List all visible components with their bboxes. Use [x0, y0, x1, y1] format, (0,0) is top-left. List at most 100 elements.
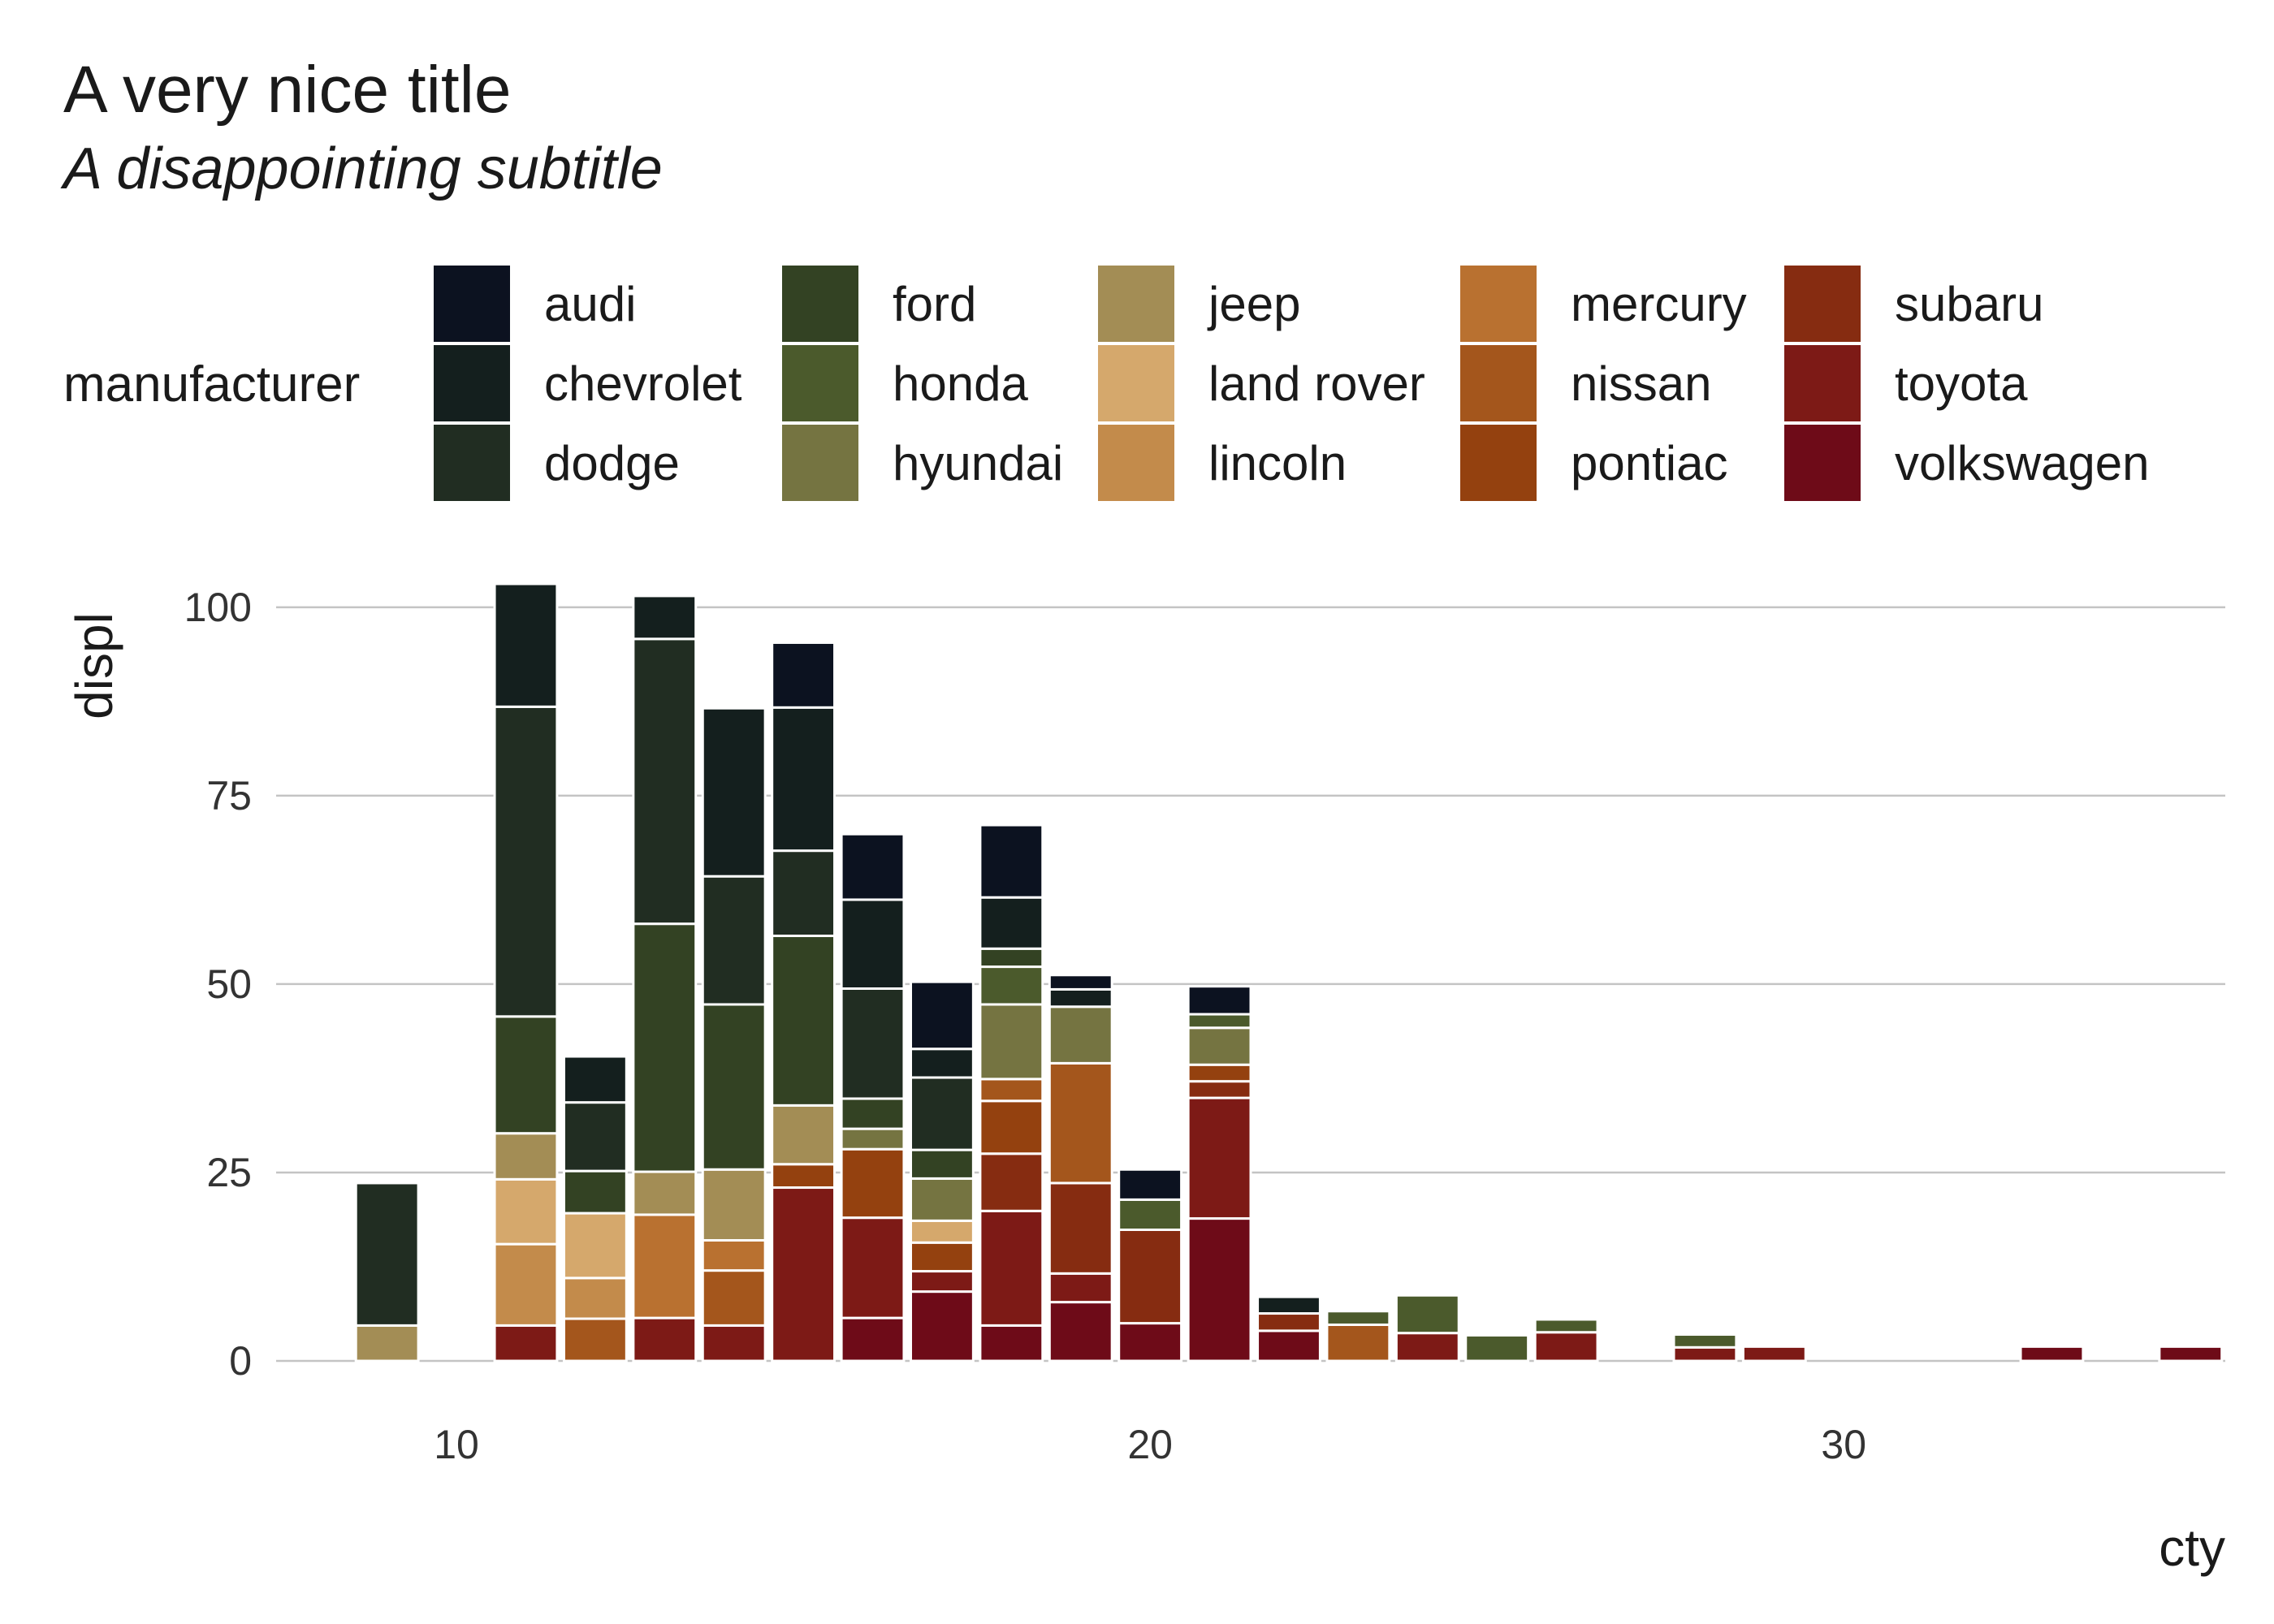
bar-segment-hyundai[interactable] [979, 1003, 1044, 1081]
bar-segment-toyota[interactable] [979, 1209, 1044, 1327]
bar-segment-chevrolet[interactable] [701, 706, 767, 878]
bar-segment-lincoln[interactable] [493, 1242, 559, 1327]
bar-segment-toyota[interactable] [1741, 1345, 1807, 1363]
bar-segment-hyundai[interactable] [840, 1127, 906, 1151]
bar-segment-ford[interactable] [701, 1003, 767, 1171]
bar-segment-dodge[interactable] [354, 1181, 420, 1327]
bar-segment-volkswagen[interactable] [840, 1316, 906, 1363]
bar-segment-pontiac[interactable] [771, 1163, 837, 1190]
bar-segment-dodge[interactable] [562, 1101, 628, 1173]
bar-segment-ford[interactable] [562, 1169, 628, 1215]
legend-item-hyundai[interactable]: hyundai [782, 425, 1063, 501]
bar-segment-land-rover[interactable] [909, 1219, 975, 1244]
bar-segment-toyota[interactable] [1048, 1272, 1113, 1304]
bar-segment-honda[interactable] [1533, 1318, 1599, 1334]
legend-item-toyota[interactable]: toyota [1784, 345, 2027, 421]
bar-segment-mercury[interactable] [701, 1238, 767, 1272]
legend-item-land-rover[interactable]: land rover [1098, 345, 1425, 421]
legend-item-nissan[interactable]: nissan [1460, 345, 1711, 421]
bar-segment-chevrolet[interactable] [840, 898, 906, 990]
bar-segment-nissan[interactable] [701, 1269, 767, 1327]
bar-segment-nissan[interactable] [562, 1317, 628, 1363]
bar-segment-dodge[interactable] [840, 987, 906, 1100]
bar-segment-toyota[interactable] [1187, 1096, 1252, 1220]
bar-segment-volkswagen[interactable] [1048, 1301, 1113, 1363]
bar-segment-hyundai[interactable] [909, 1177, 975, 1222]
bar-segment-dodge[interactable] [493, 705, 559, 1018]
bar-segment-hyundai[interactable] [1187, 1026, 1252, 1066]
bar-segment-toyota[interactable] [1533, 1331, 1599, 1363]
bar-segment-jeep[interactable] [354, 1324, 420, 1363]
bar-segment-ford[interactable] [493, 1015, 559, 1135]
bar-segment-ford[interactable] [979, 947, 1044, 969]
bar-segment-volkswagen[interactable] [2019, 1345, 2085, 1363]
bar-segment-toyota[interactable] [840, 1216, 906, 1320]
bar-segment-honda[interactable] [1187, 1013, 1252, 1030]
bar-segment-toyota[interactable] [1394, 1332, 1460, 1363]
bar-segment-toyota[interactable] [632, 1316, 698, 1363]
bar-segment-nissan[interactable] [979, 1078, 1044, 1103]
bar-segment-subaru[interactable] [1256, 1312, 1321, 1332]
bar-segment-dodge[interactable] [701, 875, 767, 1006]
bar-segment-honda[interactable] [1118, 1198, 1183, 1232]
bar-segment-jeep[interactable] [632, 1170, 698, 1216]
bar-segment-lincoln[interactable] [562, 1276, 628, 1320]
bar-segment-subaru[interactable] [1048, 1181, 1113, 1275]
bar-segment-audi[interactable] [909, 980, 975, 1051]
bar-segment-land-rover[interactable] [493, 1177, 559, 1246]
legend-item-pontiac[interactable]: pontiac [1460, 425, 1727, 501]
legend-item-honda[interactable]: honda [782, 345, 1028, 421]
bar-segment-audi[interactable] [1118, 1168, 1183, 1201]
bar-segment-pontiac[interactable] [979, 1099, 1044, 1155]
bar-segment-volkswagen[interactable] [1187, 1217, 1252, 1363]
legend-item-mercury[interactable]: mercury [1460, 266, 1747, 342]
bar-segment-audi[interactable] [1048, 974, 1113, 991]
bar-segment-volkswagen[interactable] [979, 1324, 1044, 1363]
bar-segment-chevrolet[interactable] [562, 1055, 628, 1104]
bar-segment-audi[interactable] [840, 832, 906, 901]
bar-segment-volkswagen[interactable] [1118, 1322, 1183, 1363]
bar-segment-pontiac[interactable] [1187, 1063, 1252, 1083]
bar-segment-pontiac[interactable] [840, 1147, 906, 1220]
bar-segment-jeep[interactable] [701, 1168, 767, 1242]
bar-segment-jeep[interactable] [493, 1132, 559, 1181]
bar-segment-audi[interactable] [979, 823, 1044, 899]
bar-segment-toyota[interactable] [771, 1186, 837, 1363]
bar-segment-dodge[interactable] [632, 637, 698, 926]
legend-item-volkswagen[interactable]: volkswagen [1784, 425, 2150, 501]
bar-segment-volkswagen[interactable] [909, 1290, 975, 1363]
bar-segment-chevrolet[interactable] [771, 706, 837, 853]
bar-segment-toyota[interactable] [493, 1324, 559, 1363]
bar-segment-dodge[interactable] [909, 1076, 975, 1151]
bar-segment-toyota[interactable] [1672, 1345, 1738, 1363]
legend-item-jeep[interactable]: jeep [1098, 266, 1300, 342]
bar-segment-audi[interactable] [1187, 985, 1252, 1016]
bar-segment-ford[interactable] [909, 1148, 975, 1180]
bar-segment-mercury[interactable] [632, 1213, 698, 1320]
bar-segment-honda[interactable] [1464, 1333, 1530, 1363]
bar-segment-ford[interactable] [632, 922, 698, 1173]
bar-segment-dodge[interactable] [771, 849, 837, 938]
bar-segment-honda[interactable] [979, 965, 1044, 1006]
bar-segment-ford[interactable] [840, 1097, 906, 1130]
bar-segment-chevrolet[interactable] [632, 594, 698, 641]
legend-item-dodge[interactable]: dodge [434, 425, 680, 501]
bar-segment-nissan[interactable] [1048, 1061, 1113, 1185]
bar-segment-chevrolet[interactable] [493, 582, 559, 708]
bar-segment-honda[interactable] [1394, 1294, 1460, 1335]
bar-segment-toyota[interactable] [701, 1324, 767, 1363]
bar-segment-pontiac[interactable] [909, 1241, 975, 1273]
bar-segment-subaru[interactable] [979, 1152, 1044, 1212]
legend-item-subaru[interactable]: subaru [1784, 266, 2043, 342]
bar-segment-toyota[interactable] [909, 1270, 975, 1294]
bar-segment-audi[interactable] [771, 641, 837, 709]
bar-segment-subaru[interactable] [1118, 1229, 1183, 1325]
bar-segment-honda[interactable] [1672, 1333, 1738, 1349]
legend-item-chevrolet[interactable]: chevrolet [434, 345, 741, 421]
bar-segment-land-rover[interactable] [562, 1212, 628, 1280]
bar-segment-chevrolet[interactable] [1256, 1295, 1321, 1315]
bar-segment-ford[interactable] [771, 935, 837, 1107]
bar-segment-chevrolet[interactable] [909, 1047, 975, 1079]
bar-segment-nissan[interactable] [1325, 1323, 1391, 1363]
bar-segment-subaru[interactable] [1187, 1080, 1252, 1099]
